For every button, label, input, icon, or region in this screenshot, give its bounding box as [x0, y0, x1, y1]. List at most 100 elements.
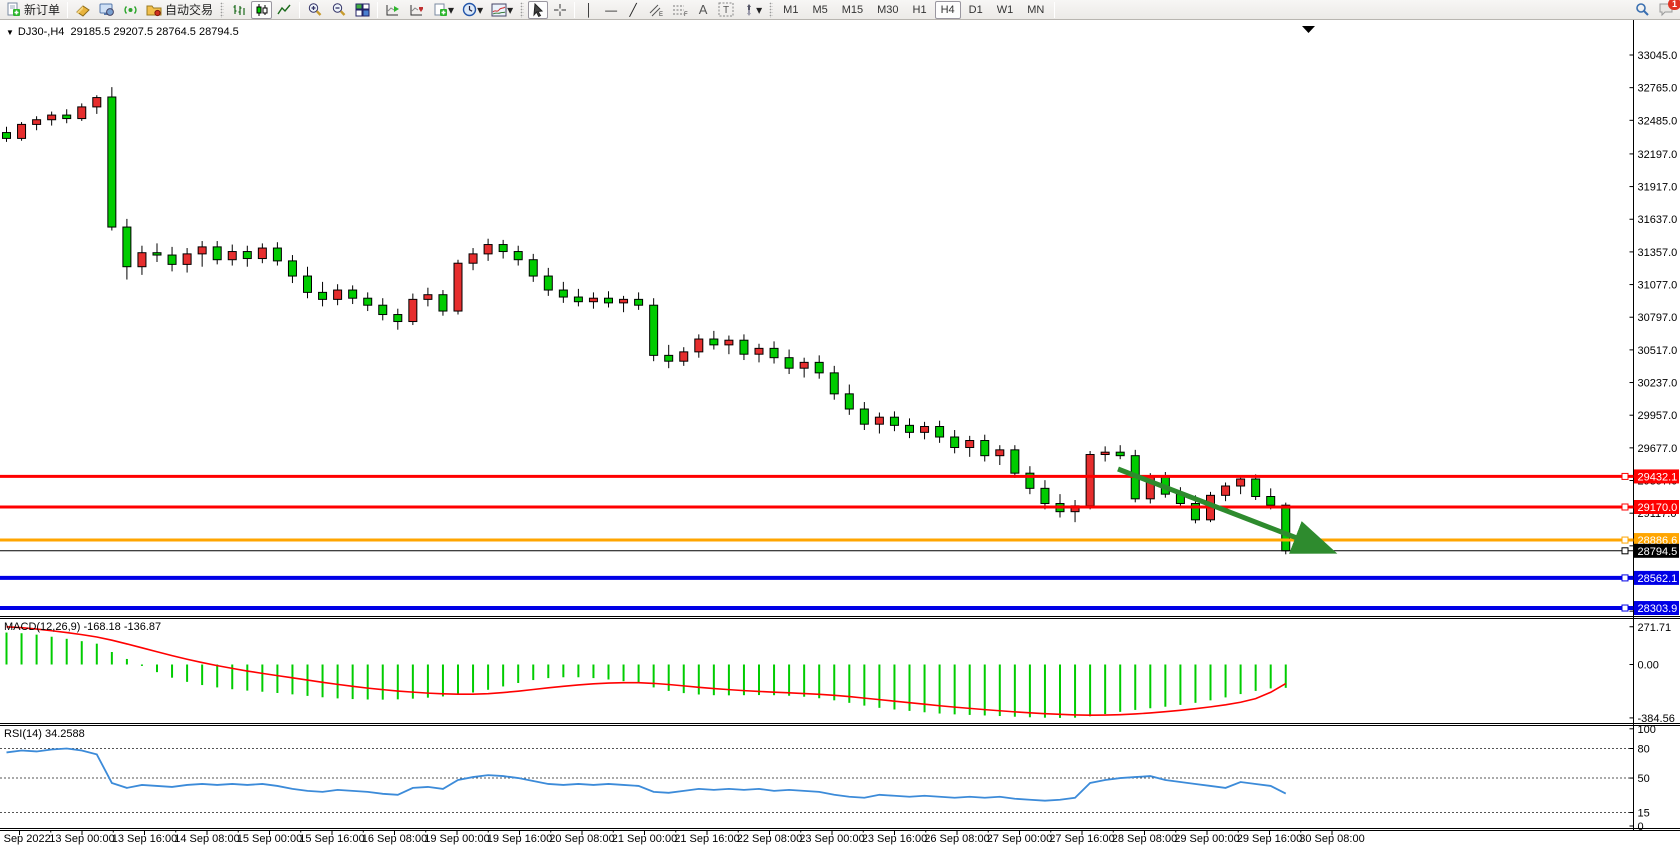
trendline-tool-button[interactable]: ╱ — [623, 1, 643, 19]
candle[interactable] — [1040, 487, 1050, 505]
notifications-button[interactable]: 1 — [1655, 0, 1680, 19]
candle[interactable] — [754, 347, 764, 355]
candle[interactable] — [784, 357, 794, 369]
candle[interactable] — [814, 361, 824, 374]
candle[interactable] — [122, 226, 132, 268]
candle[interactable] — [32, 119, 42, 125]
signals-button[interactable] — [120, 1, 141, 19]
candle[interactable] — [303, 275, 312, 293]
auto-trading-button[interactable]: 自动交易 — [143, 1, 216, 19]
candle[interactable] — [513, 251, 523, 261]
candlestick-chart-button[interactable] — [251, 0, 273, 19]
candle[interactable] — [1281, 504, 1291, 552]
toolbar-drag-handle[interactable] — [520, 1, 525, 18]
period-button[interactable]: ▾ — [459, 1, 486, 19]
strategy-play-button[interactable] — [382, 1, 404, 19]
candle[interactable] — [935, 426, 945, 438]
candle[interactable] — [378, 304, 388, 316]
candle[interactable] — [197, 246, 207, 255]
tile-windows-button[interactable] — [352, 1, 373, 19]
book-button[interactable] — [72, 1, 94, 19]
candle[interactable] — [739, 339, 749, 355]
candle[interactable] — [679, 351, 689, 362]
candle[interactable] — [1115, 451, 1125, 457]
candle[interactable] — [799, 361, 809, 369]
candle[interactable] — [2, 132, 11, 139]
candle[interactable] — [498, 244, 508, 253]
candle[interactable] — [588, 297, 598, 303]
hline-tool-button[interactable]: — — [601, 1, 621, 19]
timeframe-h4-button[interactable]: H4 — [934, 0, 961, 19]
text-tool-button[interactable]: A — [693, 1, 713, 19]
candle[interactable] — [453, 262, 463, 312]
timeframe-m5-button[interactable]: M5 — [812, 3, 828, 16]
timeframe-w1-button[interactable]: W1 — [996, 3, 1014, 16]
candle[interactable] — [287, 260, 297, 277]
candle[interactable] — [483, 244, 493, 255]
candle[interactable] — [62, 114, 72, 120]
candle[interactable] — [227, 251, 237, 261]
label-tool-button[interactable]: T — [715, 1, 737, 19]
vline-tool-button[interactable]: │ — [579, 1, 599, 19]
candle[interactable] — [694, 338, 704, 353]
candle[interactable] — [468, 253, 478, 264]
zoom-in-button[interactable] — [304, 1, 326, 19]
candle[interactable] — [1100, 451, 1110, 456]
candle[interactable] — [348, 289, 358, 299]
crosshair-tool-button[interactable] — [550, 1, 570, 19]
toolbar-drag-handle[interactable] — [220, 1, 225, 18]
candle[interactable] — [649, 304, 659, 356]
candle[interactable] — [17, 123, 27, 139]
candle[interactable] — [709, 338, 719, 346]
candle[interactable] — [664, 354, 674, 362]
candle[interactable] — [1221, 485, 1231, 496]
candle[interactable] — [769, 347, 779, 359]
candle[interactable] — [920, 426, 930, 433]
strategy-stop-button[interactable] — [406, 1, 428, 19]
candle[interactable] — [1251, 478, 1261, 498]
chart-canvas[interactable]: 33045.0 32765.0 32485.0 32197.0 31917.0 31637… — [0, 20, 1680, 845]
timeframe-h1-button[interactable]: H1 — [912, 3, 927, 16]
candle[interactable] — [528, 259, 538, 277]
toolbar-drag-handle[interactable] — [769, 1, 774, 18]
candle[interactable] — [874, 416, 884, 425]
candle[interactable] — [137, 252, 147, 268]
timeframe-d1-button[interactable]: D1 — [968, 3, 983, 16]
candle[interactable] — [1025, 472, 1035, 489]
chart-shift-marker[interactable] — [1302, 26, 1315, 33]
candle[interactable] — [573, 296, 583, 303]
timeframe-mn-button[interactable]: MN — [1027, 3, 1045, 16]
market-watch-button[interactable] — [96, 1, 118, 19]
candle[interactable] — [558, 289, 568, 298]
candle[interactable] — [77, 106, 87, 120]
candle[interactable] — [844, 393, 854, 410]
timeframe-m30-button[interactable]: M30 — [877, 3, 899, 16]
candle[interactable] — [1010, 449, 1020, 474]
candle[interactable] — [619, 298, 629, 304]
candle[interactable] — [543, 275, 553, 291]
new-chart-button[interactable]: ▾ — [430, 1, 457, 19]
candle[interactable] — [47, 114, 57, 121]
line-chart-button[interactable] — [274, 1, 295, 19]
candle[interactable] — [212, 246, 222, 261]
candle[interactable] — [92, 97, 102, 108]
candle[interactable] — [1085, 454, 1095, 507]
candle[interactable] — [408, 298, 418, 323]
candle[interactable] — [393, 314, 403, 323]
price-axis[interactable]: 33045.0 32765.0 32485.0 32197.0 31917.0 31637… — [1629, 50, 1678, 618]
cursor-tool-button[interactable] — [528, 0, 549, 19]
candle[interactable] — [242, 251, 252, 260]
channel-tool-button[interactable]: E — [645, 1, 667, 19]
candle[interactable] — [950, 436, 960, 449]
candle[interactable] — [152, 252, 162, 256]
candle[interactable] — [363, 297, 373, 306]
search-button[interactable] — [1632, 1, 1653, 19]
hline-objects[interactable]: 29432.129170.028886.628794.528562.128303… — [0, 469, 1679, 616]
chart-dropdown-icon[interactable]: ▼ — [6, 28, 14, 37]
candle[interactable] — [167, 254, 177, 265]
candle[interactable] — [272, 247, 282, 262]
candle[interactable] — [438, 294, 448, 312]
shapes-tool-button[interactable]: ▾ — [739, 1, 765, 19]
zoom-out-button[interactable] — [328, 1, 350, 19]
